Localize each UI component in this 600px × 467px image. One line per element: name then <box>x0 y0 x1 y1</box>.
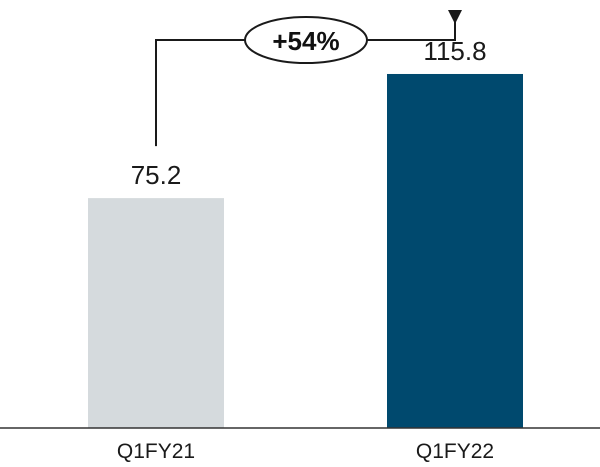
bar-q1fy21 <box>88 198 224 428</box>
growth-badge-oval <box>244 16 368 64</box>
arrow-down-icon <box>448 9 462 24</box>
growth-badge-label: +54% <box>272 26 339 56</box>
tick-label-q1fy22: Q1FY22 <box>416 440 494 463</box>
bar-q1fy22 <box>387 73 523 429</box>
growth-connector-left <box>155 39 245 147</box>
x-tick-labels: Q1FY21 Q1FY22 <box>117 440 494 463</box>
growth-annotation: +54% <box>155 9 462 147</box>
tick-label-q1fy21: Q1FY21 <box>117 440 195 463</box>
value-label-q1fy21: 75.2 <box>131 160 182 190</box>
bars <box>88 73 523 429</box>
